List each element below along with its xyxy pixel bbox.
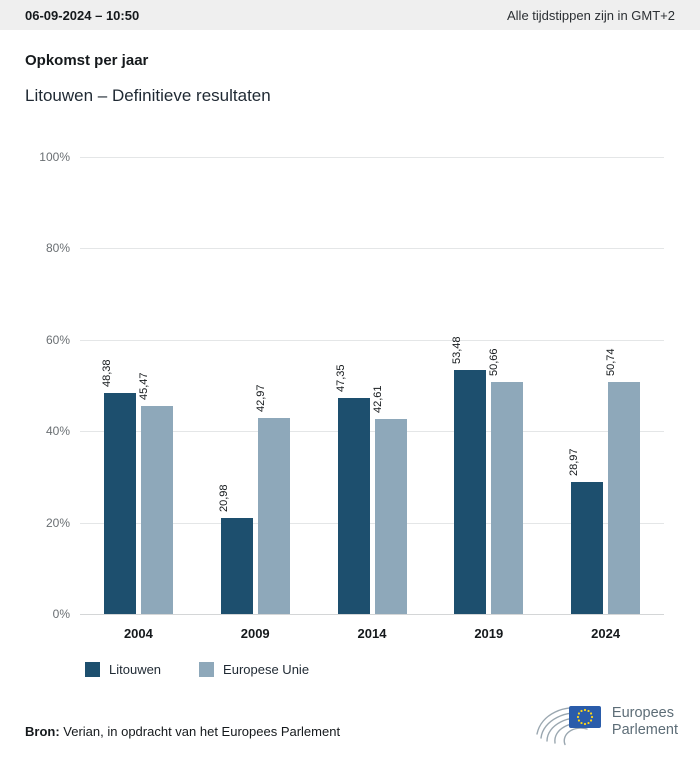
ep-logo-mark (536, 706, 601, 746)
bar (608, 382, 641, 614)
gridline (80, 248, 664, 250)
legend-swatch (85, 662, 100, 677)
gridline (80, 522, 664, 524)
ep-logo-text-line1: Europees (611, 705, 674, 721)
bar-value-label: 48,38 (100, 359, 113, 387)
x-tick-label: 2004 (123, 626, 153, 641)
source-text: Verian, in opdracht van het Europees Par… (59, 724, 341, 739)
bar (491, 382, 524, 614)
bar (454, 369, 487, 614)
gridline (80, 614, 664, 615)
page-title: Opkomst per jaar (25, 52, 149, 69)
legend-swatch (199, 662, 215, 677)
bar-value-label: 20,98 (217, 484, 230, 513)
plot-area: 0% 20% 40% 60% 80% 100% 48,38 45,47 2004 20,98 42,… (39, 150, 664, 641)
y-tick-label: 40% (45, 424, 70, 439)
bar-value-label: 50,74 (605, 348, 618, 377)
bar-value-label: 45,47 (137, 372, 150, 401)
y-tick-label: 80% (45, 241, 70, 256)
chart-legend: Litouwen Europese Unie (85, 662, 309, 677)
header-datetime: 06-09-2024 – 10:50 (25, 7, 140, 23)
bar (571, 481, 604, 614)
bar-value-label: 47,35 (334, 364, 347, 392)
y-tick-label: 100% (39, 150, 70, 164)
ep-logo-text-line2: Parlement (611, 722, 678, 738)
y-tick-label: 60% (45, 332, 70, 347)
legend-item[interactable]: Litouwen (85, 662, 161, 677)
chart-subtitle: Litouwen – Definitieve resultaten (25, 86, 271, 105)
bar (257, 417, 290, 614)
bar (374, 419, 407, 614)
legend-label: Litouwen (109, 662, 162, 677)
bar (140, 406, 173, 614)
header-timezone-note: Alle tijdstippen zijn in GMT+2 (507, 7, 675, 23)
bar-value-label: 28,97 (568, 448, 581, 476)
gridline (80, 339, 664, 341)
bar (103, 392, 136, 614)
gridline (80, 157, 664, 158)
x-tick-label: 2009 (240, 626, 270, 641)
source-note: Bron: Verian, in opdracht van het Europe… (25, 724, 340, 739)
x-tick-label: 2014 (357, 626, 387, 641)
legend-label: Europese Unie (223, 662, 310, 677)
y-tick-label: 0% (52, 607, 70, 621)
gridline (80, 431, 664, 433)
y-tick-label: 20% (45, 515, 70, 530)
header-bar: 06-09-2024 – 10:50 Alle tijdstippen zijn… (0, 0, 700, 30)
legend-item[interactable]: Europese Unie (199, 662, 309, 677)
bar-value-label: 53,48 (451, 336, 464, 364)
x-tick-label: 2019 (474, 626, 504, 641)
bar (337, 397, 370, 614)
ep-logo-text: Europees Parlement (612, 705, 678, 739)
bar-value-label: 50,66 (488, 348, 501, 377)
ep-logo: Europees Parlement (531, 696, 678, 748)
source-label: Bron: (25, 724, 60, 739)
bar-value-label: 42,97 (254, 384, 267, 412)
eu-flag-icon (568, 706, 601, 728)
x-tick-label: 2024 (591, 626, 621, 641)
bar-value-label: 42,61 (371, 385, 384, 414)
bar (220, 518, 253, 614)
